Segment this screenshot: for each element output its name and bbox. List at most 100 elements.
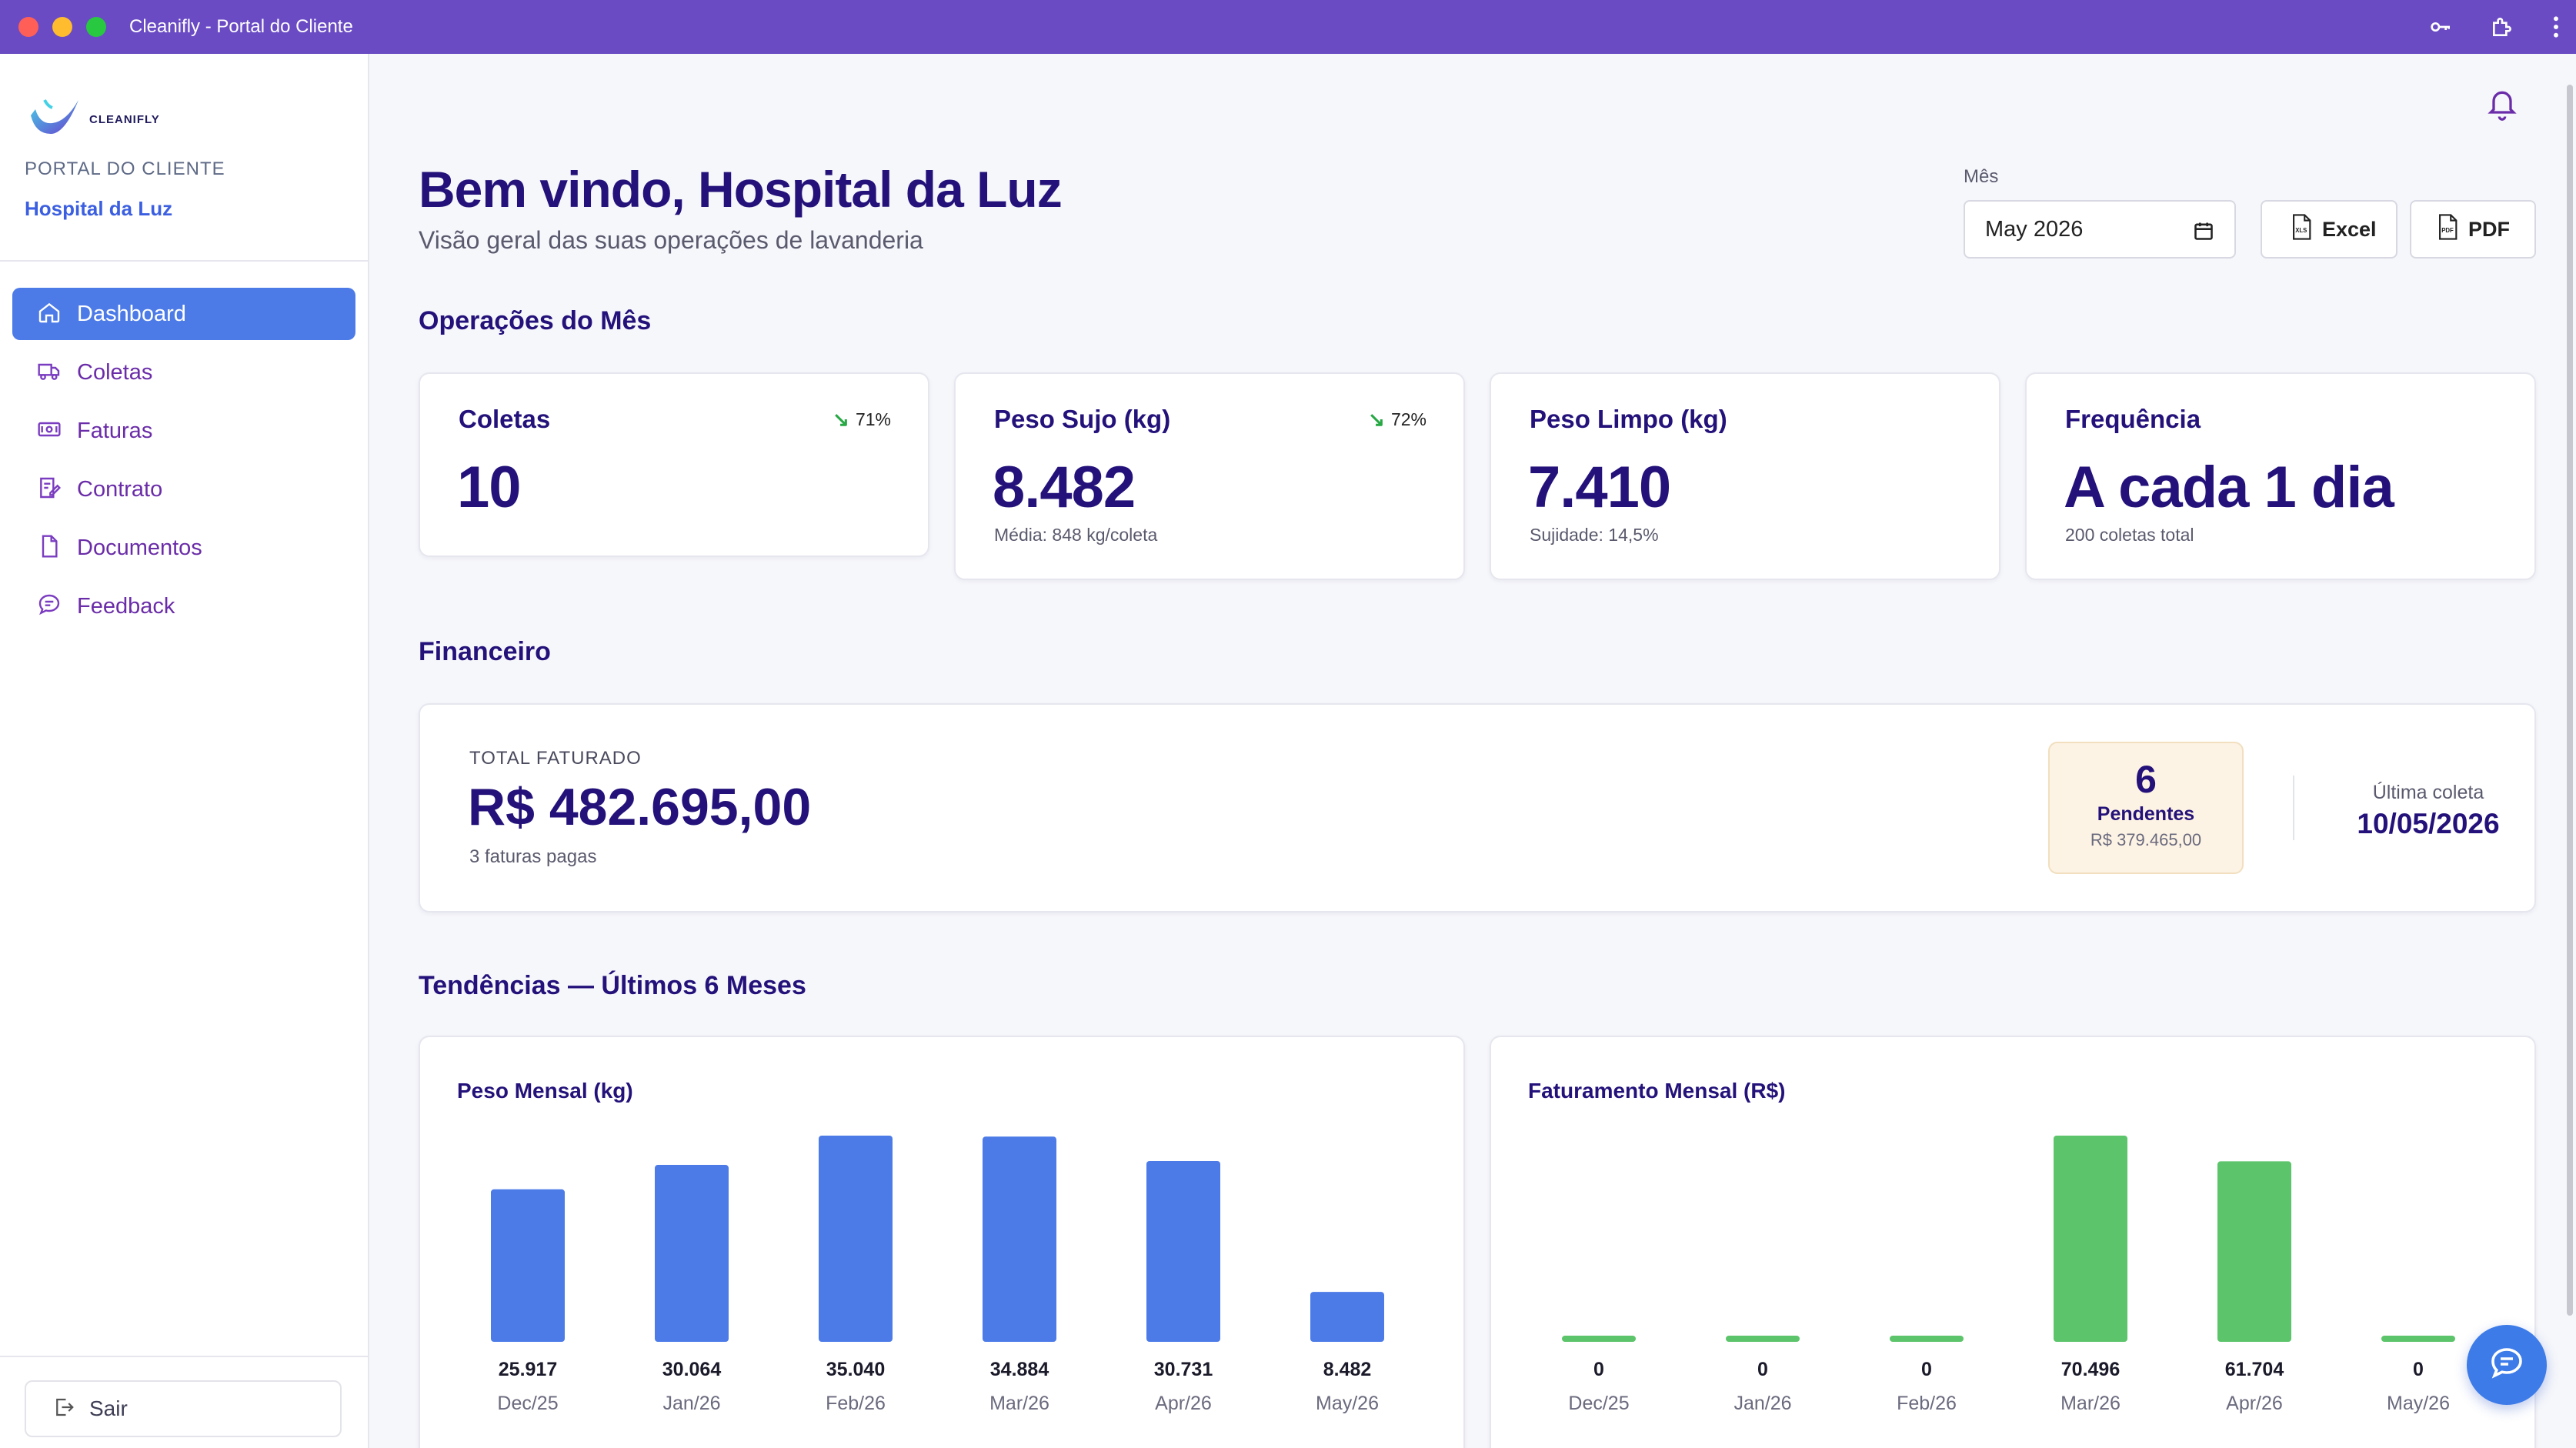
- minimize-window-button[interactable]: [52, 17, 72, 37]
- bar-value-label: 0: [2413, 1359, 2424, 1380]
- paid-invoices-count: 3 faturas pagas: [469, 846, 597, 867]
- chart-bar[interactable]: [1310, 1292, 1384, 1342]
- window-title: Cleanifly - Portal do Cliente: [129, 16, 353, 37]
- chart-bar[interactable]: [1146, 1160, 1220, 1342]
- month-picker-input[interactable]: May 2026: [1964, 200, 2236, 259]
- chat-icon: [37, 592, 62, 621]
- document-icon: [37, 534, 62, 562]
- vertical-divider: [2293, 776, 2294, 840]
- pdf-file-icon: PDF: [2436, 213, 2459, 245]
- weight-bar-chart: 25.917 Dec/25 30.064 Jan/26 35.040 Feb/26 34.8…: [491, 1136, 1384, 1414]
- logo-text: CLEANIFLY: [89, 112, 160, 126]
- x-axis-tick-label: Mar/26: [989, 1393, 1049, 1414]
- logout-button[interactable]: Sair: [25, 1380, 342, 1437]
- export-pdf-button[interactable]: PDF PDF: [2410, 200, 2536, 259]
- export-excel-button[interactable]: XLS Excel: [2261, 200, 2397, 259]
- window-controls: [18, 17, 106, 37]
- pending-invoices-box[interactable]: 6 Pendentes R$ 379.465,00: [2048, 742, 2244, 874]
- portal-label: PORTAL DO CLIENTE: [25, 158, 225, 179]
- bar-value-label: 0: [1757, 1359, 1768, 1380]
- contract-icon: [37, 475, 62, 504]
- sidebar-item-label: Coletas: [77, 359, 153, 385]
- x-axis-tick-label: Dec/25: [1568, 1393, 1629, 1414]
- x-axis-tick-label: Jan/26: [662, 1393, 720, 1414]
- x-axis-tick-label: Apr/26: [1155, 1393, 1212, 1414]
- truck-icon: [37, 359, 62, 387]
- stat-card-value: 8.482: [993, 455, 1136, 520]
- xls-file-icon: XLS: [2290, 213, 2313, 245]
- x-axis-tick-label: May/26: [1316, 1393, 1379, 1414]
- sidebar-item-dashboard[interactable]: Dashboard: [12, 288, 355, 340]
- pdf-label: PDF: [2468, 217, 2510, 241]
- close-window-button[interactable]: [18, 17, 38, 37]
- bar-value-label: 25.917: [499, 1359, 557, 1380]
- sidebar-item-label: Feedback: [77, 593, 175, 619]
- x-axis-tick-label: Jan/26: [1733, 1393, 1791, 1414]
- sidebar-item-label: Faturas: [77, 418, 153, 443]
- page-title: Bem vindo, Hospital da Luz: [419, 161, 1063, 218]
- sidebar-item-feedback[interactable]: Feedback: [12, 580, 355, 632]
- x-axis-tick-label: Mar/26: [2060, 1393, 2121, 1414]
- last-collection-date: 10/05/2026: [2357, 808, 2500, 839]
- chart-bar[interactable]: [1726, 1336, 1800, 1342]
- trend-down-icon: ↘: [833, 408, 849, 431]
- trend-value: 71%: [855, 409, 891, 429]
- stat-card-title: Peso Limpo (kg): [1530, 405, 1727, 433]
- chart-bar[interactable]: [1562, 1336, 1636, 1342]
- bar-value-label: 70.496: [2061, 1359, 2120, 1380]
- financial-section-title: Financeiro: [419, 637, 551, 666]
- stat-card-trend: ↘ 72%: [1368, 408, 1426, 432]
- sidebar: CLEANIFLY PORTAL DO CLIENTE Hospital da …: [0, 54, 369, 1448]
- chart-bar[interactable]: [2054, 1136, 2127, 1342]
- month-value: May 2026: [1985, 216, 2084, 242]
- x-axis-tick-label: Dec/25: [497, 1393, 558, 1414]
- excel-label: Excel: [2322, 217, 2377, 241]
- sidebar-item-documentos[interactable]: Documentos: [12, 522, 355, 574]
- client-name: Hospital da Luz: [25, 197, 173, 220]
- home-icon: [37, 300, 62, 329]
- revenue-chart-card: Faturamento Mensal (R$) 0 Dec/25 0 Jan/26 0 F…: [1490, 1036, 2536, 1448]
- x-axis-tick-label: May/26: [2387, 1393, 2450, 1414]
- chart-bar[interactable]: [491, 1189, 565, 1342]
- extensions-icon[interactable]: [2490, 15, 2514, 39]
- stat-card-title: Coletas: [459, 405, 551, 433]
- pending-label: Pendentes: [2097, 803, 2195, 825]
- key-icon[interactable]: [2428, 15, 2453, 39]
- chart-bar[interactable]: [655, 1165, 729, 1342]
- operations-section-title: Operações do Mês: [419, 306, 652, 335]
- page-subtitle: Visão geral das suas operações de lavand…: [419, 226, 923, 254]
- svg-text:PDF: PDF: [2441, 227, 2454, 234]
- sidebar-nav: Dashboard Coletas Faturas Contrato Docum…: [12, 288, 355, 639]
- chart-bar[interactable]: [983, 1136, 1056, 1342]
- trend-value: 72%: [1390, 409, 1426, 429]
- chart-bar[interactable]: [1890, 1336, 1964, 1342]
- more-menu-icon[interactable]: [2551, 15, 2561, 39]
- stat-card-subtext: Média: 848 kg/coleta: [994, 525, 1158, 545]
- total-invoiced-label: TOTAL FATURADO: [469, 748, 642, 769]
- page-scrollbar[interactable]: [2567, 85, 2573, 1316]
- stat-card-coletas: Coletas ↘ 71% 10: [419, 372, 929, 557]
- maximize-window-button[interactable]: [86, 17, 106, 37]
- trend-down-icon: ↘: [1368, 408, 1385, 431]
- bar-value-label: 8.482: [1323, 1359, 1372, 1380]
- chart-bar[interactable]: [2217, 1161, 2291, 1342]
- sidebar-divider: [0, 260, 368, 262]
- sidebar-bottom-divider: [0, 1356, 368, 1357]
- calendar-icon[interactable]: [2193, 220, 2214, 248]
- logo-mark-icon: [31, 99, 78, 134]
- last-collection-label: Última coleta: [2372, 782, 2484, 803]
- sidebar-item-contrato[interactable]: Contrato: [12, 463, 355, 515]
- notifications-bell-icon[interactable]: [2485, 85, 2519, 127]
- sidebar-item-coletas[interactable]: Coletas: [12, 346, 355, 399]
- chart-title: Faturamento Mensal (R$): [1528, 1079, 1786, 1103]
- chart-bar[interactable]: [2381, 1336, 2455, 1342]
- sidebar-item-faturas[interactable]: Faturas: [12, 405, 355, 457]
- chart-bar[interactable]: [819, 1136, 893, 1342]
- cleanifly-logo[interactable]: CLEANIFLY: [25, 92, 160, 146]
- svg-text:XLS: XLS: [2295, 227, 2307, 234]
- stat-card-peso-sujo: Peso Sujo (kg) ↘ 72% 8.482 Média: 848 kg/…: [954, 372, 1465, 580]
- bar-value-label: 0: [1921, 1359, 1932, 1380]
- stat-card-title: Peso Sujo (kg): [994, 405, 1171, 433]
- support-chat-button[interactable]: [2467, 1325, 2547, 1405]
- bill-icon: [37, 417, 62, 445]
